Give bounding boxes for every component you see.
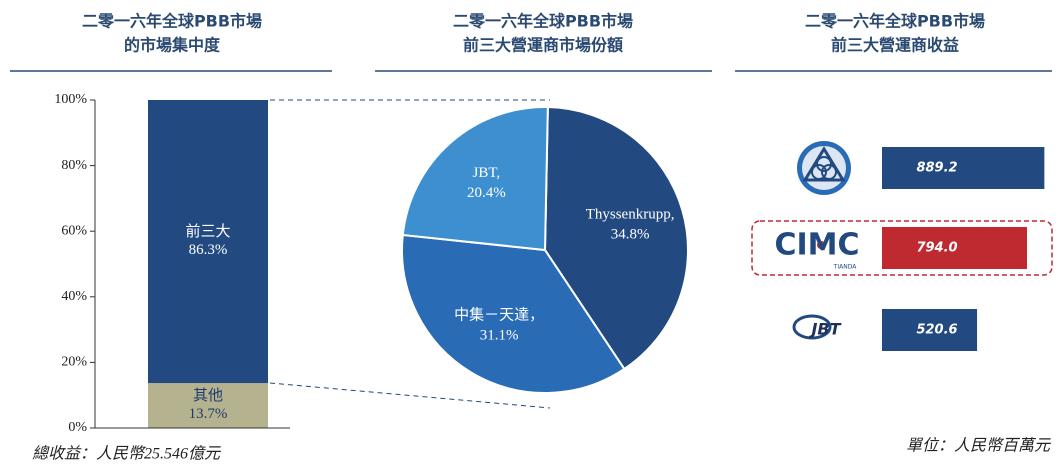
bar-value: 794.0 — [916, 241, 957, 256]
slice-label: JBT, — [473, 165, 501, 181]
logo-text: CIMC — [774, 228, 859, 263]
segment-name: 其他 — [193, 387, 223, 404]
slice-value: 31.1% — [480, 327, 519, 343]
y-tick-label: 20% — [61, 355, 87, 370]
jbt-swoosh — [792, 314, 832, 340]
chart-title: 二零一六年全球PBB市場 — [453, 12, 633, 31]
segment-name: 前三大 — [185, 223, 230, 240]
chart-title: 二零一六年全球PBB市場 — [82, 12, 262, 31]
chart-title: 的市場集中度 — [124, 36, 221, 55]
slice-value: 20.4% — [467, 185, 506, 201]
logo-subtext: TIANDA — [833, 264, 858, 271]
cimc-dot — [817, 241, 825, 249]
connector — [269, 382, 551, 409]
bar-segment — [148, 383, 268, 428]
bar-value: 889.2 — [916, 161, 957, 176]
logo-text: JBT — [808, 320, 841, 339]
bar-value: 520.6 — [916, 323, 957, 338]
bar-segment — [148, 100, 268, 384]
chart-title: 前三大營運商收益 — [831, 36, 959, 55]
slice-label: Thyssenkrupp, — [586, 207, 675, 223]
chart-title: 二零一六年全球PBB市場 — [805, 12, 985, 31]
thyssenkrupp-logo — [797, 141, 851, 195]
bar — [882, 309, 978, 351]
y-tick-label: 0% — [68, 420, 87, 435]
y-tick-label: 60% — [61, 223, 87, 238]
slice-value: 34.8% — [611, 227, 650, 243]
pie-slice — [401, 106, 549, 252]
y-tick-label: 100% — [54, 92, 87, 107]
footnote: 單位：人民幣百萬元 — [906, 437, 1052, 455]
footnote: 總收益：人民幣25.546億元 — [32, 445, 222, 463]
bar — [882, 147, 1045, 189]
pie-slice — [401, 233, 626, 394]
y-tick-label: 80% — [61, 158, 87, 173]
segment-value: 86.3% — [189, 242, 228, 258]
highlight-box — [751, 220, 1053, 276]
chart-title: 前三大營運商市場份額 — [463, 36, 623, 55]
slice-label: 中集－天達， — [454, 306, 544, 323]
bar — [882, 227, 1027, 269]
y-tick-label: 40% — [61, 289, 87, 304]
segment-value: 13.7% — [189, 406, 228, 422]
